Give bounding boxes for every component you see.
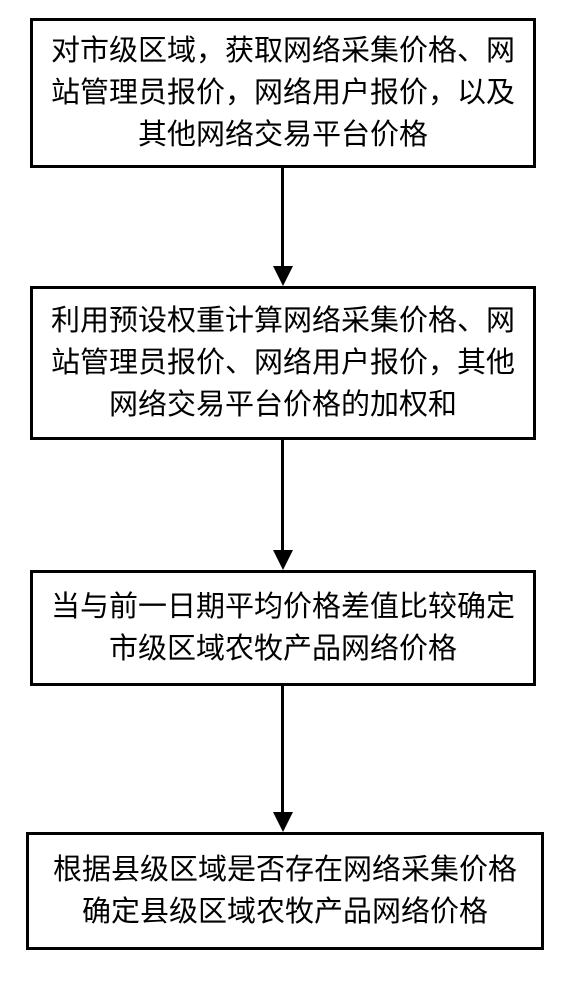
arrow-2-line (281, 440, 284, 550)
flow-node-3: 当与前一日期平均价格差值比较确定市级区域农牧产品网络价格 (30, 570, 536, 686)
arrow-3-line (281, 686, 284, 812)
flow-node-1-text: 对市级区域，获取网络采集价格、网站管理员报价，网络用户报价，以及其他网络交易平台… (47, 30, 519, 156)
flow-node-2: 利用预设权重计算网络采集价格、网站管理员报价、网络用户报价，其他网络交易平台价格… (30, 286, 536, 440)
flow-node-4-text: 根据县级区域是否存在网络采集价格确定县级区域农牧产品网络价格 (43, 849, 527, 933)
arrow-1-head (273, 266, 293, 286)
flow-node-1: 对市级区域，获取网络采集价格、网站管理员报价，网络用户报价，以及其他网络交易平台… (30, 18, 536, 168)
flow-node-4: 根据县级区域是否存在网络采集价格确定县级区域农牧产品网络价格 (26, 832, 544, 950)
flow-node-3-text: 当与前一日期平均价格差值比较确定市级区域农牧产品网络价格 (47, 586, 519, 670)
flow-node-2-text: 利用预设权重计算网络采集价格、网站管理员报价、网络用户报价，其他网络交易平台价格… (47, 300, 519, 426)
arrow-1-line (281, 168, 284, 266)
flowchart-canvas: 对市级区域，获取网络采集价格、网站管理员报价，网络用户报价，以及其他网络交易平台… (0, 0, 562, 1000)
arrow-3-head (273, 812, 293, 832)
arrow-2-head (273, 550, 293, 570)
